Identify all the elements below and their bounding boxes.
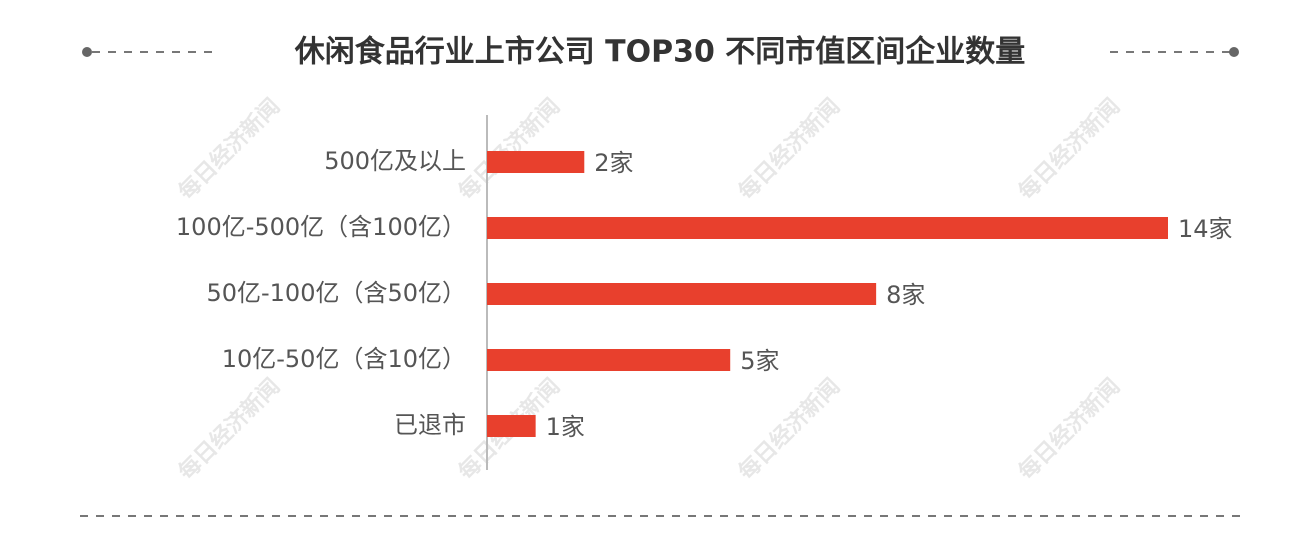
bar [487,151,585,173]
y-tick-label: 500亿及以上 [324,147,466,175]
data-label: 8家 [886,281,925,309]
bar [487,415,536,437]
title-decor-dot [82,47,92,57]
data-label: 2家 [594,149,633,177]
watermark: 每日经济新闻 [173,373,285,485]
watermark: 每日经济新闻 [453,93,565,205]
watermark: 每日经济新闻 [173,93,285,205]
watermark: 每日经济新闻 [1013,373,1125,485]
data-label: 1家 [546,413,585,441]
data-label: 14家 [1178,215,1233,243]
y-tick-label: 已退市 [394,411,466,439]
y-tick-label: 50亿-100亿（含50亿） [206,279,466,307]
title-decor-dot [1229,47,1239,57]
bar [487,283,877,305]
watermark: 每日经济新闻 [1013,93,1125,205]
data-label: 5家 [740,347,779,375]
bar [487,349,731,371]
y-tick-label: 10亿-50亿（含10亿） [222,345,466,373]
bar [487,217,1168,239]
watermark: 每日经济新闻 [733,373,845,485]
y-tick-label: 100亿-500亿（含100亿） [176,213,466,241]
chart-title: 休闲食品行业上市公司 TOP30 不同市值区间企业数量 [294,35,1026,70]
watermark: 每日经济新闻 [733,93,845,205]
